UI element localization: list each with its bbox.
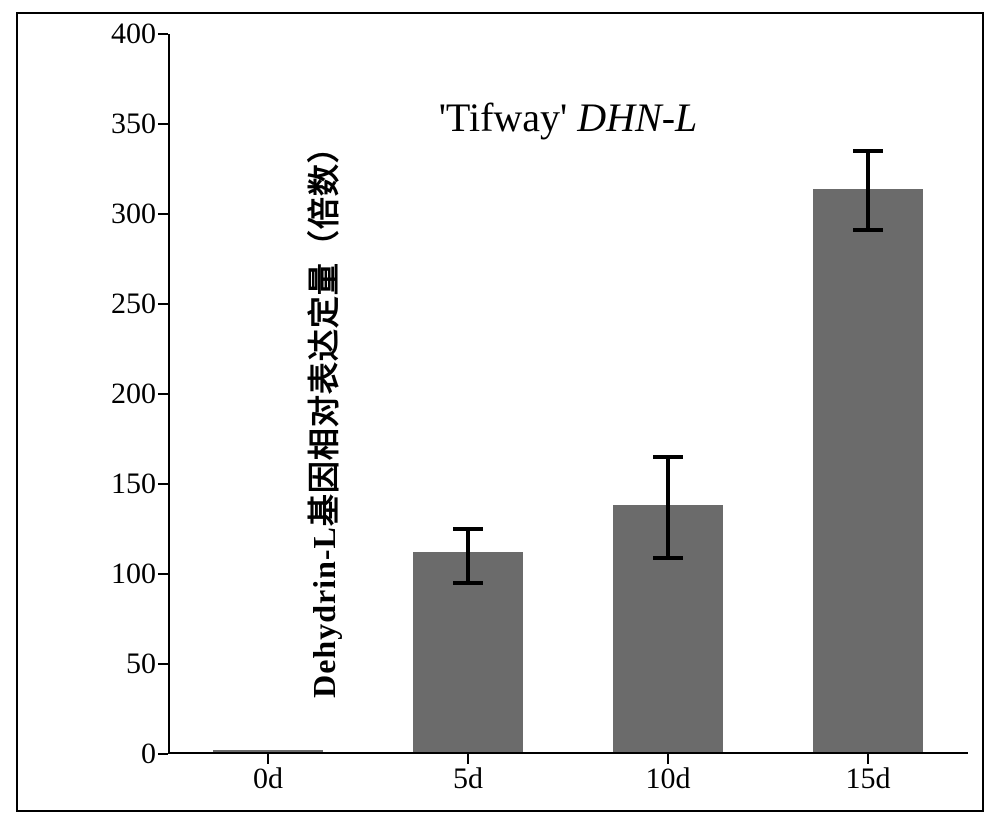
ytick-mark bbox=[158, 663, 168, 665]
error-bar bbox=[866, 151, 870, 230]
error-bar-cap bbox=[853, 149, 883, 153]
chart-frame: Dehydrin-L基因相对表达定量（倍数） 'Tifway' DHN-L 05… bbox=[16, 12, 984, 812]
y-axis-line bbox=[168, 34, 170, 754]
ytick-mark bbox=[158, 303, 168, 305]
chart-container: Dehydrin-L基因相对表达定量（倍数） 'Tifway' DHN-L 05… bbox=[18, 14, 982, 810]
ytick-mark bbox=[158, 573, 168, 575]
bar bbox=[813, 189, 923, 752]
ytick-label: 350 bbox=[111, 107, 156, 141]
xtick-label: 15d bbox=[846, 762, 891, 796]
ytick-mark bbox=[158, 123, 168, 125]
ytick-label: 300 bbox=[111, 197, 156, 231]
error-bar bbox=[666, 457, 670, 558]
ytick-label: 0 bbox=[141, 737, 156, 771]
bar bbox=[213, 750, 323, 752]
ytick-mark bbox=[158, 393, 168, 395]
error-bar bbox=[466, 529, 470, 583]
error-bar-cap bbox=[853, 228, 883, 232]
error-bar-cap bbox=[653, 455, 683, 459]
ytick-mark bbox=[158, 33, 168, 35]
chart-title-italic: DHN-L bbox=[577, 95, 697, 140]
ytick-label: 150 bbox=[111, 467, 156, 501]
chart-title: 'Tifway' DHN-L bbox=[439, 94, 698, 141]
error-bar-cap bbox=[453, 527, 483, 531]
ytick-label: 200 bbox=[111, 377, 156, 411]
error-bar-cap bbox=[653, 556, 683, 560]
ytick-mark bbox=[158, 483, 168, 485]
ytick-label: 100 bbox=[111, 557, 156, 591]
error-bar-cap bbox=[453, 581, 483, 585]
ytick-label: 250 bbox=[111, 287, 156, 321]
xtick-label: 5d bbox=[453, 762, 483, 796]
ytick-label: 400 bbox=[111, 17, 156, 51]
plot-area: 'Tifway' DHN-L 0501001502002503003504000… bbox=[168, 34, 968, 754]
ytick-mark bbox=[158, 213, 168, 215]
ytick-label: 50 bbox=[126, 647, 156, 681]
chart-title-prefix: 'Tifway' bbox=[439, 95, 578, 140]
ytick-mark bbox=[158, 753, 168, 755]
xtick-label: 0d bbox=[253, 762, 283, 796]
x-axis-line bbox=[168, 752, 968, 754]
xtick-label: 10d bbox=[646, 762, 691, 796]
